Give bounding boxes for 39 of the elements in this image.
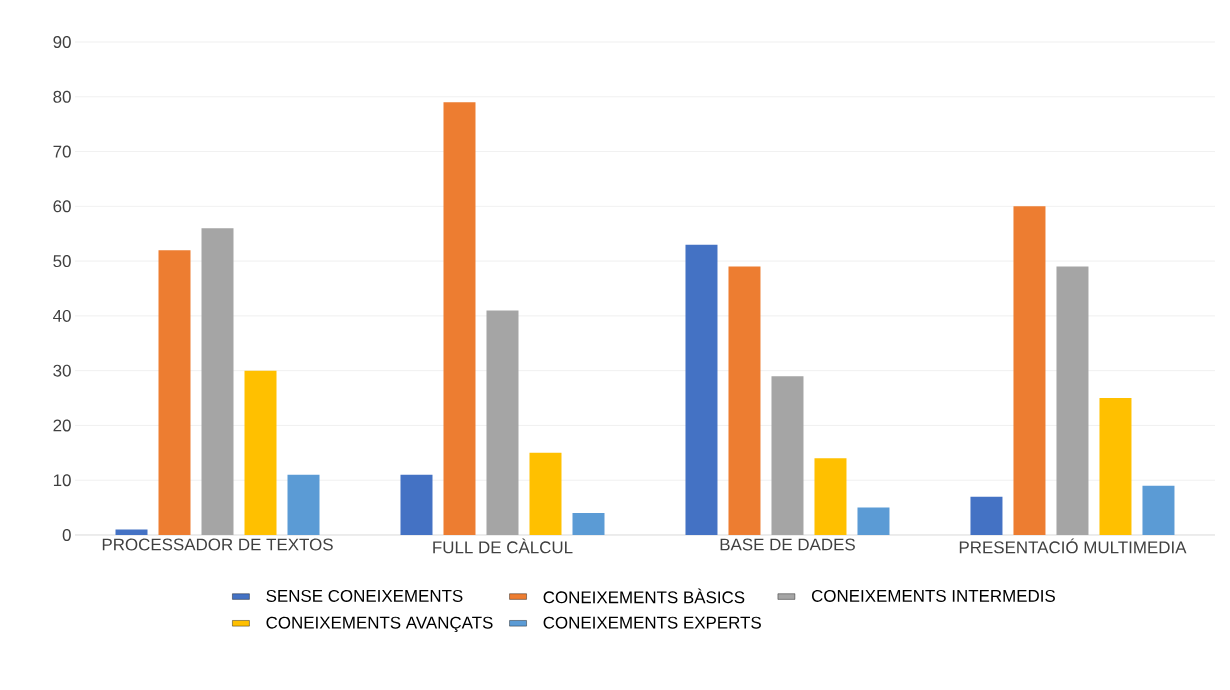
- legend-label: CONEIXEMENTS INTERMEDIS: [811, 589, 1055, 602]
- bar: [244, 370, 277, 535]
- bar: [814, 458, 847, 535]
- y-tick-label: 50: [53, 255, 71, 268]
- bar: [1013, 206, 1046, 535]
- bar: [529, 452, 562, 535]
- bar: [572, 513, 605, 535]
- bar: [287, 474, 320, 535]
- bar: [1099, 398, 1132, 535]
- x-tick-label: FULL DE CÀLCUL: [433, 538, 573, 554]
- y-tick-label: 90: [53, 36, 71, 48]
- bar: [115, 529, 148, 535]
- y-tick-label: 20: [53, 419, 71, 432]
- bar: [443, 102, 476, 535]
- y-tick-label: 80: [53, 90, 71, 103]
- y-tick-label: 10: [53, 474, 71, 487]
- bar: [158, 250, 191, 535]
- bar: [857, 507, 890, 535]
- bar: [1056, 266, 1089, 535]
- bar: [728, 266, 761, 535]
- bar: [771, 376, 804, 535]
- y-tick-label: 30: [53, 364, 71, 377]
- y-tick-label: 70: [53, 145, 71, 158]
- y-tick-label: 0: [62, 528, 71, 541]
- legend-label: CONEIXEMENTS EXPERTS: [543, 616, 761, 629]
- legend-label: CONEIXEMENTS BÀSICS: [543, 588, 745, 604]
- bar: [685, 244, 718, 535]
- y-tick-label: 60: [53, 200, 71, 213]
- bar: [970, 496, 1003, 535]
- x-tick-label: PRESENTACIÓ MULTIMEDIA: [959, 538, 1187, 554]
- y-tick-label: 40: [53, 309, 71, 322]
- legend-label: CONEIXEMENTS AVANÇATS: [266, 616, 493, 633]
- bar: [1142, 485, 1175, 535]
- legend-label: SENSE CONEIXEMENTS: [266, 589, 463, 602]
- x-tick-label: BASE DE DADES: [720, 538, 855, 551]
- bar: [486, 310, 519, 535]
- bar: [400, 474, 433, 535]
- bar: [201, 228, 234, 535]
- x-tick-label: PROCESSADOR DE TEXTOS: [102, 538, 333, 551]
